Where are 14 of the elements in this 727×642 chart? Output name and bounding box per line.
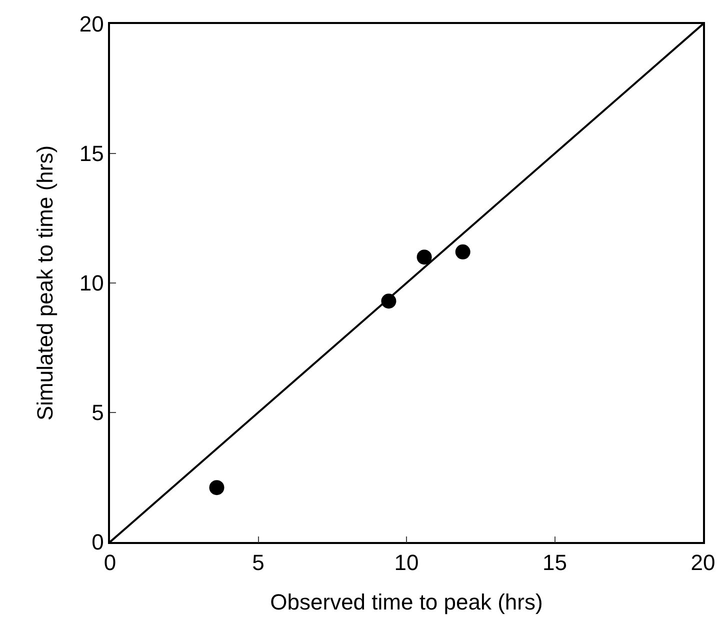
y-tick-label: 20 bbox=[79, 12, 104, 37]
point bbox=[416, 250, 432, 265]
y-tick-label: 10 bbox=[79, 270, 104, 296]
x-tick-label: 15 bbox=[542, 550, 567, 576]
y-tick-label: 5 bbox=[92, 400, 104, 426]
point bbox=[209, 480, 224, 496]
y-tick-label: 0 bbox=[92, 530, 104, 555]
x-tick-label: 5 bbox=[252, 550, 264, 576]
x-tick-label: 10 bbox=[394, 550, 419, 576]
x-tick-label: 20 bbox=[690, 550, 716, 576]
x-axis-title: Observed time to peak (hrs) bbox=[270, 590, 543, 615]
point bbox=[455, 244, 470, 260]
y-axis-title: Simulated peak to time (hrs) bbox=[32, 145, 58, 421]
y-tick-label: 15 bbox=[79, 141, 104, 166]
